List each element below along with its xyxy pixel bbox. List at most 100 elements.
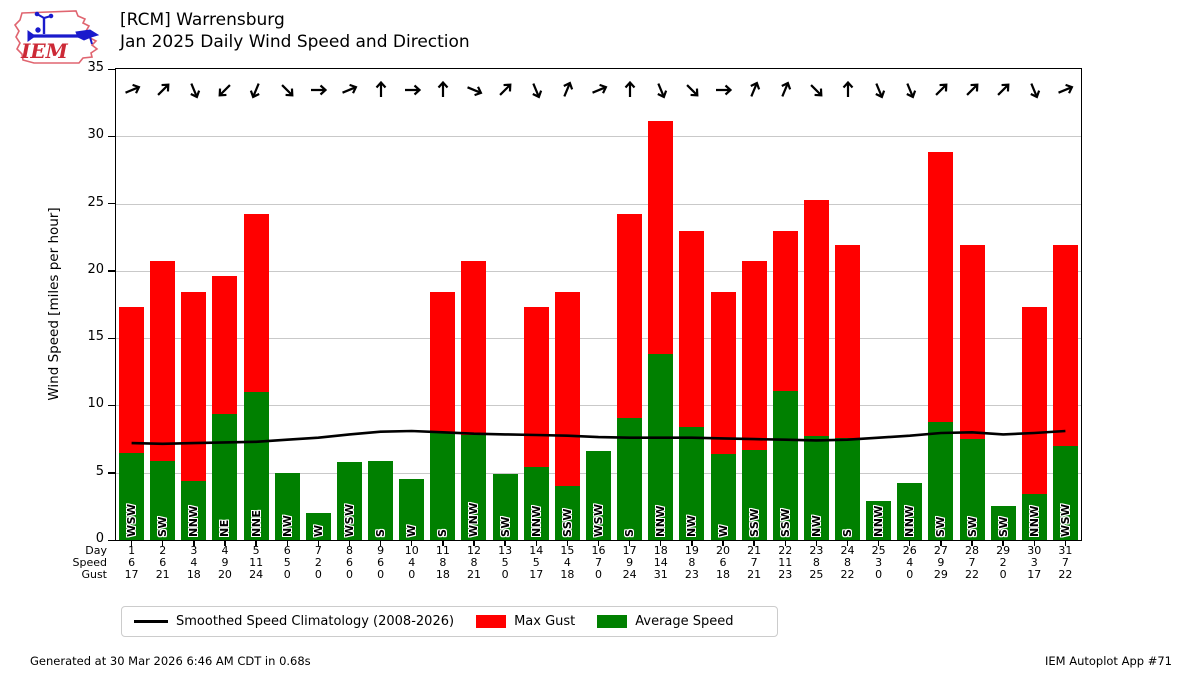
iem-logo: IEM bbox=[13, 10, 100, 64]
day-value: 20 bbox=[716, 544, 730, 557]
speed-value: 8 bbox=[470, 556, 478, 569]
wind-direction-arrow bbox=[624, 80, 635, 97]
day-value: 23 bbox=[809, 544, 824, 557]
day-value: 3 bbox=[190, 544, 198, 557]
direction-label: NNW bbox=[654, 504, 668, 537]
x-tick-mark bbox=[348, 541, 351, 546]
avg-speed-bar bbox=[897, 483, 923, 540]
speed-value: 11 bbox=[249, 556, 264, 569]
day-value: 14 bbox=[529, 544, 544, 557]
x-tick-mark bbox=[411, 541, 413, 546]
direction-label: SW bbox=[156, 515, 170, 537]
day-value: 25 bbox=[871, 544, 886, 557]
gust-value: 0 bbox=[906, 568, 914, 581]
x-tick-mark bbox=[317, 541, 320, 546]
legend-item-max-gust: Max Gust bbox=[476, 614, 575, 629]
speed-value: 5 bbox=[283, 556, 291, 569]
gridline bbox=[116, 136, 1081, 138]
speed-value: 2 bbox=[314, 556, 322, 569]
max-gust-swatch bbox=[476, 615, 507, 628]
day-value: 31 bbox=[1058, 544, 1073, 557]
wind-direction-arrow bbox=[437, 80, 449, 97]
direction-label: NW bbox=[809, 514, 823, 537]
y-tick-label: 5 bbox=[95, 463, 104, 479]
y-tick-mark bbox=[108, 539, 115, 541]
chart-title: Jan 2025 Daily Wind Speed and Direction bbox=[120, 32, 470, 52]
day-value: 21 bbox=[747, 544, 762, 557]
direction-label: SSW bbox=[778, 508, 792, 537]
speed-value: 4 bbox=[408, 556, 416, 569]
x-tick-mark bbox=[784, 541, 786, 546]
wind-direction-arrow bbox=[499, 83, 512, 96]
day-value: 5 bbox=[252, 544, 260, 557]
gust-value: 22 bbox=[965, 568, 980, 581]
x-tick-mark bbox=[193, 541, 195, 546]
x-tick-mark bbox=[1002, 541, 1004, 546]
x-tick-mark bbox=[255, 541, 257, 546]
direction-label: W bbox=[716, 524, 730, 537]
gust-value: 31 bbox=[653, 568, 668, 581]
day-value: 10 bbox=[404, 544, 419, 557]
gust-value: 17 bbox=[1027, 568, 1042, 581]
avg-speed-bar bbox=[212, 413, 238, 540]
wind-direction-arrow bbox=[249, 83, 260, 99]
direction-label: S bbox=[841, 528, 855, 537]
y-tick-mark bbox=[108, 68, 115, 70]
gust-value: 17 bbox=[124, 568, 139, 581]
y-tick-label: 15 bbox=[87, 329, 104, 345]
gust-row-label: Gust bbox=[81, 568, 107, 581]
direction-label: NNW bbox=[872, 504, 886, 537]
speed-value: 6 bbox=[128, 556, 136, 569]
day-value: 8 bbox=[345, 544, 353, 557]
wind-direction-arrow bbox=[375, 80, 386, 97]
direction-label: NW bbox=[280, 514, 294, 537]
y-tick-label: 25 bbox=[87, 194, 104, 210]
gust-value: 20 bbox=[217, 568, 232, 581]
speed-value: 3 bbox=[875, 556, 883, 569]
direction-label: WNW bbox=[467, 502, 481, 537]
avg-speed-bar bbox=[710, 453, 736, 540]
gust-value: 0 bbox=[594, 568, 602, 581]
y-tick-label: 20 bbox=[87, 261, 104, 277]
x-tick-mark bbox=[504, 541, 506, 546]
day-value: 12 bbox=[466, 544, 481, 557]
speed-value: 7 bbox=[968, 556, 976, 569]
speed-value: 7 bbox=[594, 556, 602, 569]
day-value: 7 bbox=[314, 544, 322, 557]
avg-speed-bar bbox=[866, 500, 892, 540]
x-tick-mark bbox=[286, 541, 288, 546]
day-value: 30 bbox=[1027, 544, 1042, 557]
avg-speed-bar bbox=[430, 432, 456, 540]
direction-label: NNW bbox=[903, 504, 917, 537]
day-value: 29 bbox=[996, 544, 1011, 557]
avg-speed-bar bbox=[554, 486, 580, 540]
gust-value: 24 bbox=[249, 568, 264, 581]
speed-value: 9 bbox=[626, 556, 634, 569]
avg-speed-bar bbox=[990, 506, 1016, 540]
iem-logo-text: IEM bbox=[20, 39, 69, 63]
wind-direction-arrow bbox=[467, 86, 483, 97]
wind-direction-arrow bbox=[810, 84, 823, 97]
wind-direction-arrow bbox=[906, 83, 916, 99]
speed-value: 4 bbox=[190, 556, 198, 569]
day-value: 4 bbox=[221, 544, 229, 557]
generated-timestamp: Generated at 30 Mar 2026 6:46 AM CDT in … bbox=[30, 654, 311, 668]
y-tick-label: 35 bbox=[87, 60, 104, 75]
wind-direction-arrow bbox=[874, 83, 885, 99]
avg-speed-bar bbox=[959, 439, 985, 540]
day-value: 9 bbox=[377, 544, 385, 557]
speed-value: 7 bbox=[1061, 556, 1069, 569]
x-tick-mark bbox=[442, 541, 444, 546]
day-value: 11 bbox=[435, 544, 450, 557]
x-tick-mark bbox=[1033, 541, 1035, 546]
avg-speed-bar bbox=[461, 435, 487, 540]
iowa-outline bbox=[13, 10, 99, 64]
day-value: 16 bbox=[591, 544, 606, 557]
speed-value: 2 bbox=[999, 556, 1007, 569]
speed-value: 6 bbox=[345, 556, 353, 569]
speed-value: 6 bbox=[719, 556, 727, 569]
direction-label: SW bbox=[965, 515, 979, 537]
station-title: [RCM] Warrensburg bbox=[120, 10, 285, 30]
x-tick-mark bbox=[909, 541, 911, 546]
